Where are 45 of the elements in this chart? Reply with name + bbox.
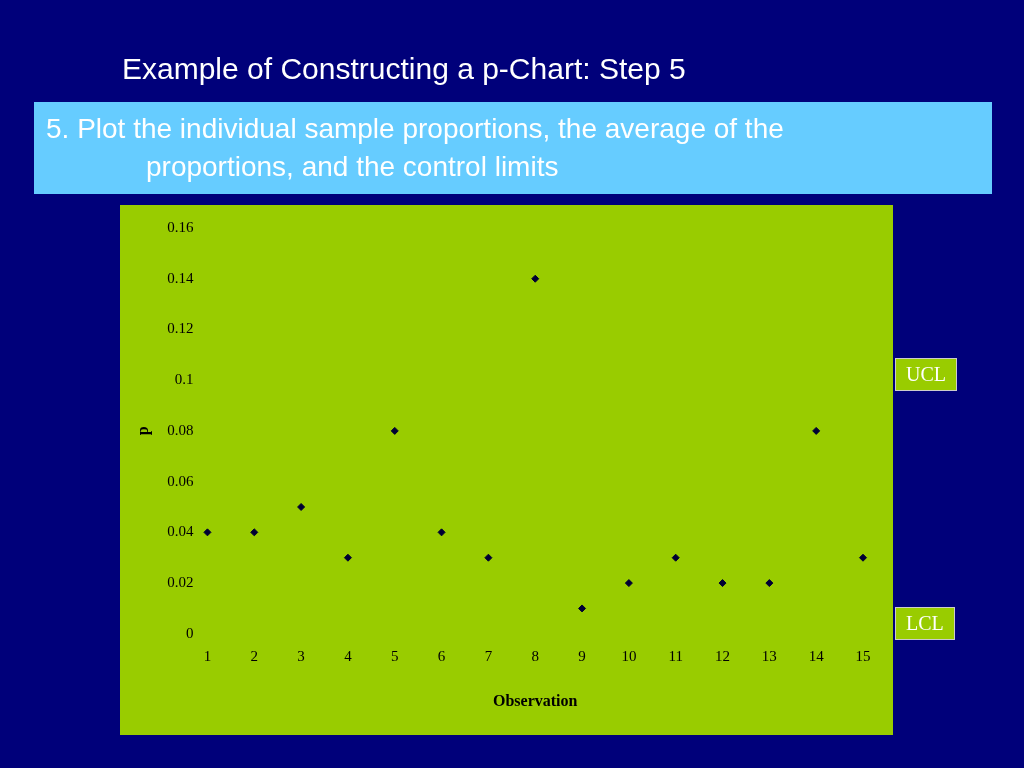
y-tick-label: 0.06 [167, 472, 194, 489]
point [203, 528, 212, 537]
x-tick-label: 14 [808, 647, 825, 664]
point [718, 579, 727, 588]
x-tick-label: 11 [668, 647, 683, 664]
point [484, 553, 493, 562]
x-tick-label: 13 [761, 647, 777, 664]
x-tick-label: 7 [484, 647, 493, 664]
point [297, 502, 306, 511]
text: UCL [895, 358, 957, 391]
text: LCL [895, 607, 955, 640]
x-tick-label: 4 [344, 647, 353, 664]
x-tick-label: 2 [250, 647, 259, 664]
point [671, 553, 680, 562]
y-tick-label: 0.14 [167, 269, 194, 286]
point [812, 426, 821, 435]
point [624, 579, 633, 588]
x-tick-label: 10 [621, 647, 637, 664]
y-tick-label: 0.04 [167, 523, 194, 540]
point [578, 604, 587, 613]
point [765, 579, 774, 588]
y-tick-label: 0.16 [167, 218, 194, 235]
x-tick-label: 3 [297, 647, 305, 664]
y-tick-label: 0.02 [167, 574, 194, 591]
y-tick-label: 0.1 [174, 371, 194, 388]
x-tick-label: 8 [531, 647, 539, 664]
x-tick-label: 5 [391, 647, 399, 664]
point [859, 553, 867, 562]
point [531, 274, 540, 283]
x-tick-label: 9 [578, 647, 586, 664]
x-tick-label: 15 [855, 647, 871, 664]
y-tick-label: 0.12 [167, 320, 194, 337]
point [437, 528, 446, 537]
chart-subtitle: 5. Plot the individual sample proportions, the average of the proportions, and the control limits [34, 102, 992, 194]
y-tick-label: 0.08 [167, 421, 194, 438]
point [390, 426, 399, 435]
chart-title: Example of Constructing a p-Chart: Step 5 [122, 52, 686, 86]
x-tick-label: 12 [715, 647, 731, 664]
y-axis-title: p [133, 426, 152, 436]
x-axis-title: Observation [493, 691, 578, 709]
x-tick-label: 1 [203, 647, 212, 664]
x-tick-label: 6 [437, 647, 446, 664]
point [250, 528, 259, 537]
point [343, 553, 352, 562]
y-tick-label: 0 [185, 624, 194, 641]
